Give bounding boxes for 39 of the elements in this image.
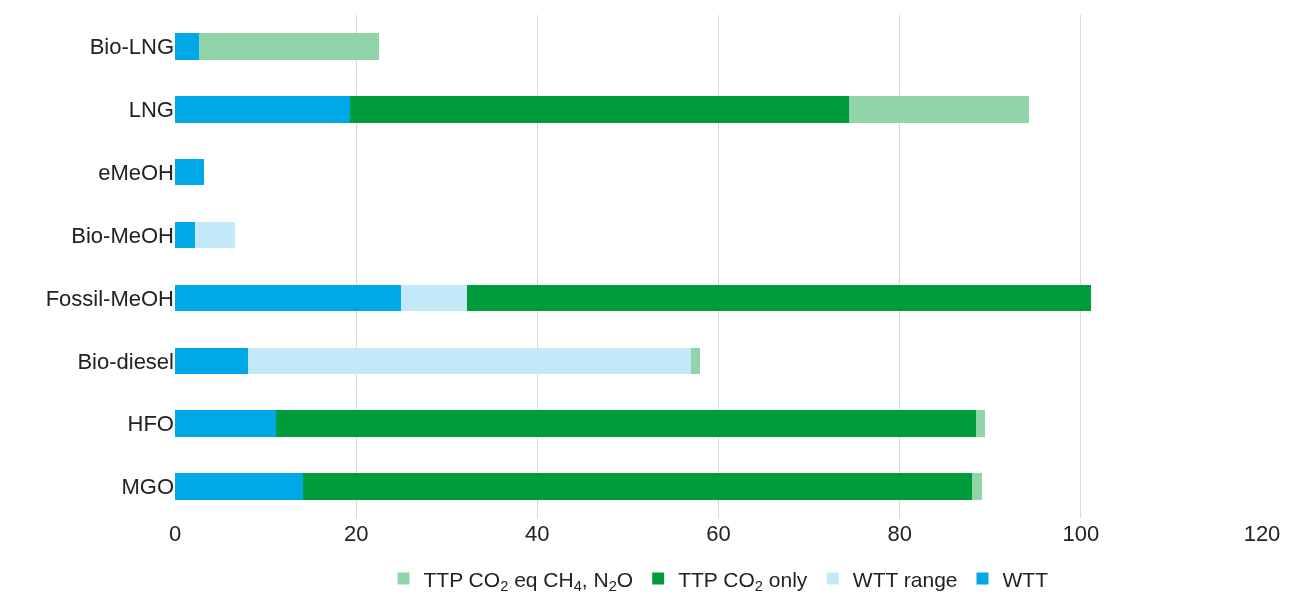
x-tick-label: 0: [168, 521, 182, 546]
bar: [848, 96, 1030, 123]
bar: [276, 410, 976, 437]
bar: [175, 473, 303, 500]
bar: [400, 284, 467, 312]
bar: [175, 96, 350, 123]
bar: [302, 473, 973, 500]
bar: [349, 96, 849, 123]
bar: [972, 473, 983, 500]
bar: [175, 158, 204, 186]
x-tick-label: 120: [1243, 521, 1281, 546]
legend-label: TTP CO$_{2}$ only: [678, 567, 808, 594]
bar: [466, 284, 1091, 312]
x-tick-label: 80: [887, 521, 912, 546]
bar: [175, 347, 249, 375]
bar: [691, 347, 701, 375]
y-tick-label: Bio-MeOH: [71, 222, 174, 248]
legend-label: WTT range: [852, 567, 958, 591]
y-tick-label: MGO: [121, 474, 174, 500]
y-tick-label: Bio-diesel: [77, 348, 174, 374]
y-tick-label: Fossil-MeOH: [45, 285, 174, 311]
bar: [175, 410, 277, 437]
x-tick-label: 40: [525, 521, 550, 546]
bar: [175, 284, 401, 312]
legend-label: WTT: [1002, 567, 1049, 591]
bar: [194, 221, 235, 249]
bar: [175, 221, 195, 249]
y-tick-label: HFO: [127, 411, 174, 437]
bar: [175, 33, 199, 60]
bar: [975, 410, 985, 437]
x-tick-label: 60: [706, 521, 731, 546]
y-tick-label: LNG: [128, 97, 174, 123]
bar: [248, 347, 692, 375]
x-tick-label: 100: [1062, 521, 1100, 546]
y-tick-label: Bio-LNG: [89, 34, 174, 60]
legend-label: TTP CO$_{2}$ eq CH$_{4}$, N$_{2}$O: [423, 567, 634, 594]
bar: [198, 33, 379, 60]
x-tick-label: 20: [343, 521, 369, 546]
y-tick-label: eMeOH: [98, 159, 174, 185]
